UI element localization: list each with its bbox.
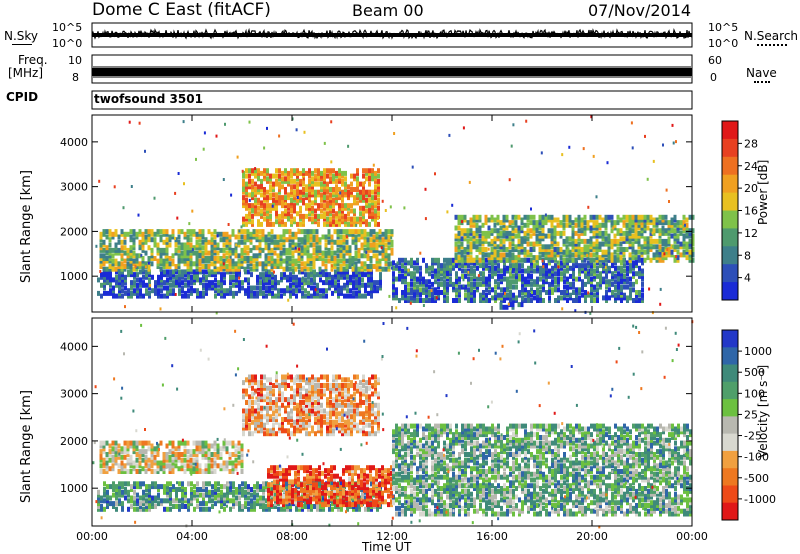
velocity-colorbar-tick-label: 25 <box>744 408 758 421</box>
beam-label: Beam 00 <box>352 1 424 20</box>
nsky-label: N.Sky <box>4 29 39 43</box>
nsearch-dots <box>757 44 787 46</box>
velocity-colorbar-cell <box>722 381 738 400</box>
power-colorbar-cell <box>722 156 738 176</box>
power-ytick-label: 4000 <box>60 136 88 149</box>
nsky-tick-top: 10^5 <box>52 21 83 34</box>
velocity-colorbar-tick-label: -500 <box>744 472 769 485</box>
nave-tick-top: 60 <box>708 54 722 67</box>
velocity-colorbar-cell <box>722 433 738 452</box>
x-tick-label: 00:00 <box>676 530 708 543</box>
velocity-colorbar-cell <box>722 450 738 469</box>
velocity-ytick-label: 3000 <box>60 388 88 401</box>
velocity-colorbar-cell <box>722 485 738 504</box>
power-ytick-label: 3000 <box>60 181 88 194</box>
cpid-value: twofsound 3501 <box>94 92 203 106</box>
velocity-colorbar-frame <box>721 329 739 521</box>
velocity-colorbar-cell <box>722 399 738 417</box>
power-colorbar-cell <box>722 264 738 283</box>
nsearch-tick-top: 10^5 <box>708 21 739 34</box>
power-colorbar-tick-label: 24 <box>744 160 758 173</box>
power-ytick-label: 1000 <box>60 270 88 283</box>
velocity-colorbar-tick-label: 1000 <box>744 345 772 358</box>
velocity-colorbar-tick-label: 500 <box>744 366 765 379</box>
power-colorbar-cell <box>722 246 738 265</box>
velocity-ytick-label: 2000 <box>60 435 88 448</box>
velocity-ytick-label: 1000 <box>60 482 88 495</box>
velocity-colorbar-cell <box>722 347 738 366</box>
x-tick-label: 08:00 <box>276 530 308 543</box>
velocity-colorbar-cell <box>722 416 738 435</box>
cpid-panel <box>91 90 693 110</box>
nsky-underline <box>12 44 32 45</box>
power-echoes <box>95 115 695 315</box>
freq-tick-top: 10 <box>68 54 82 67</box>
plot-title: Dome C East (fitACF) <box>92 0 271 20</box>
power-colorbar-cell <box>722 228 738 247</box>
power-colorbar-tick-label: 8 <box>744 249 751 262</box>
nave-dots <box>754 81 770 83</box>
velocity-colorbar-tick-label: 100 <box>744 387 765 400</box>
nsearch-label: N.Search <box>744 29 799 43</box>
power-colorbar-cell <box>722 121 738 140</box>
velocity-echoes <box>92 320 694 529</box>
power-colorbar-tick-label: 28 <box>744 137 758 150</box>
power-colorbar-tick-label: 16 <box>744 205 758 218</box>
nave-tick-bottom: 0 <box>710 71 717 84</box>
power-colorbar-cell <box>722 210 738 229</box>
velocity-colorbar-cell <box>722 364 738 383</box>
x-tick-label: 00:00 <box>76 530 108 543</box>
cpid-label: CPID <box>6 90 39 104</box>
power-colorbar-tick-label: 20 <box>744 182 758 195</box>
power-colorbar-tick-label: 12 <box>744 227 758 240</box>
freq-tick-bottom: 8 <box>72 71 79 84</box>
velocity-colorbar-tick-label: -1000 <box>744 493 776 506</box>
velocity-colorbar-cell <box>722 468 738 486</box>
power-colorbar-cell <box>722 174 738 194</box>
velocity-colorbar-cell <box>722 502 738 521</box>
x-axis-label: Time UT <box>362 540 412 554</box>
freq-unit-label: [MHz] <box>8 66 44 80</box>
velocity-ylabel: Slant Range [km] <box>19 390 34 503</box>
velocity-colorbar-tick-label: -25 <box>744 430 762 443</box>
x-tick-label: 12:00 <box>376 530 408 543</box>
power-colorbar-cell <box>722 192 738 211</box>
x-tick-label: 20:00 <box>576 530 608 543</box>
power-colorbar-cell <box>722 282 738 301</box>
nsearch-tick-bottom: 10^0 <box>708 37 739 50</box>
freq-label: Freq. <box>18 53 48 67</box>
nave-trace <box>91 66 693 78</box>
x-tick-label: 16:00 <box>476 530 508 543</box>
power-colorbar-cell <box>722 138 738 158</box>
power-ytick-label: 2000 <box>60 225 88 238</box>
nave-label: Nave <box>746 66 777 80</box>
velocity-colorbar-cell <box>722 330 738 348</box>
power-colorbar-label: Power [dB] <box>756 159 770 225</box>
x-tick-label: 04:00 <box>176 530 208 543</box>
nsky-trace-band <box>92 33 692 37</box>
date-label: 07/Nov/2014 <box>588 1 692 20</box>
nsky-tick-bottom: 10^0 <box>52 37 83 50</box>
velocity-colorbar-tick-label: -100 <box>744 451 769 464</box>
velocity-colorbar-label: Velocity [m s⁻¹] <box>756 364 770 458</box>
power-colorbar-tick-label: 4 <box>744 272 751 285</box>
power-ylabel: Slant Range [km] <box>19 170 34 283</box>
velocity-ytick-label: 4000 <box>60 340 88 353</box>
